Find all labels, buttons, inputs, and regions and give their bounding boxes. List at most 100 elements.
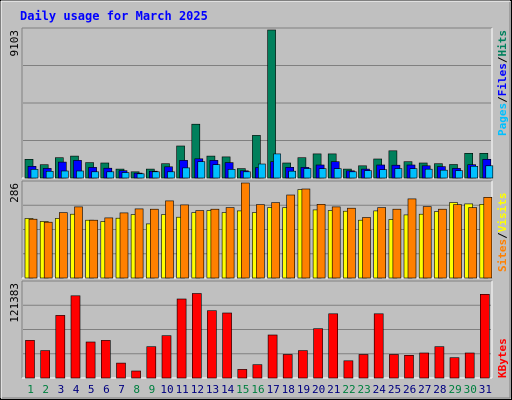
x-tick-label-day-19: 19 [297, 383, 310, 396]
panel-visits-sites: 286 Sites/Visits [8, 180, 509, 279]
bar-sites-day-21 [331, 206, 341, 279]
bar-pages-day-15 [243, 171, 251, 179]
bar-kbytes-day-20 [313, 328, 323, 379]
bar-sites-day-28 [438, 208, 447, 279]
bar-kbytes-day-6 [101, 340, 111, 379]
bar-kbytes-day-23 [358, 354, 369, 379]
bar-kbytes-day-2 [40, 350, 51, 379]
x-tick-label-day-3: 3 [58, 383, 65, 396]
y-max-label: 9103 [8, 30, 21, 57]
bar-kbytes-day-1 [25, 340, 35, 379]
legend-entry: Sites [496, 239, 509, 272]
bar-pages-day-21 [333, 168, 342, 179]
bar-sites-day-27 [422, 206, 432, 279]
x-tick-label-day-18: 18 [282, 383, 295, 396]
legend-entry: Visits [496, 193, 509, 233]
legend-label: KBytes [496, 338, 509, 378]
bar-sites-day-5 [89, 219, 98, 279]
x-tick-label-day-17: 17 [267, 383, 280, 396]
x-tick-label-day-16: 16 [251, 383, 264, 396]
bar-kbytes-day-15 [237, 369, 248, 379]
bar-kbytes-day-17 [267, 334, 278, 379]
x-tick-label-day-2: 2 [42, 383, 49, 396]
x-axis-labels: 1 2 3 4 5 6 7 8 9 10 11 12 13 14 15 16 17 18 19 20 21 22 23 24 2… [27, 383, 492, 396]
x-tick-label-day-10: 10 [160, 383, 173, 396]
panel-hits-files-pages: 9103 Pages/Files/Hits [8, 27, 509, 179]
bar-pages-day-3 [60, 170, 69, 179]
bar-sites-day-20 [316, 204, 326, 279]
bar-sites-day-9 [150, 208, 159, 279]
x-tick-label-day-11: 11 [176, 383, 189, 396]
legend-entry: / [496, 232, 509, 239]
bar-kbytes-day-3 [55, 315, 66, 379]
x-tick-label-day-27: 27 [418, 383, 431, 396]
x-tick-label-day-12: 12 [191, 383, 204, 396]
chart-panels: 9103 Pages/Files/Hits 286Sites/Visits12138… [8, 27, 509, 379]
bar-kbytes-day-21 [328, 313, 339, 379]
bar-sites-day-29 [453, 204, 462, 279]
bar-pages-day-9 [152, 171, 160, 179]
bar-kbytes-day-19 [298, 350, 308, 379]
x-tick-label-day-24: 24 [373, 383, 387, 396]
bar-pages-day-11 [182, 167, 190, 179]
bar-kbytes-day-18 [282, 354, 293, 379]
x-tick-label-day-13: 13 [206, 383, 219, 396]
x-tick-label-day-30: 30 [464, 383, 477, 396]
x-tick-label-day-14: 14 [221, 383, 235, 396]
x-tick-label-day-9: 9 [149, 383, 156, 396]
legend-entry: KBytes [496, 338, 509, 378]
bar-sites-day-10 [165, 200, 174, 279]
bar-kbytes-day-14 [222, 312, 232, 379]
bar-sites-day-2 [43, 221, 53, 279]
bar-pages-day-7 [121, 172, 130, 179]
bar-pages-day-26 [409, 168, 418, 179]
bar-pages-day-17 [273, 153, 281, 179]
bar-sites-day-4 [74, 206, 83, 279]
bar-pages-day-1 [30, 169, 39, 179]
x-tick-label-day-8: 8 [133, 383, 140, 396]
bar-pages-day-30 [470, 166, 479, 179]
bar-pages-day-4 [76, 170, 84, 179]
bar-pages-day-22 [349, 171, 357, 179]
bar-sites-day-23 [362, 217, 371, 279]
bar-sites-day-31 [483, 197, 493, 279]
bar-pages-day-29 [455, 170, 463, 179]
x-tick-label-day-25: 25 [388, 383, 401, 396]
bar-kbytes-day-7 [116, 362, 126, 379]
bar-pages-day-6 [106, 171, 115, 179]
bar-sites-day-13 [210, 208, 220, 279]
bar-kbytes-day-16 [252, 364, 263, 379]
bar-kbytes-day-12 [192, 293, 202, 379]
x-tick-label-day-7: 7 [118, 383, 125, 396]
x-tick-label-day-26: 26 [403, 383, 416, 396]
bar-sites-day-25 [392, 208, 402, 279]
bar-kbytes-day-5 [85, 341, 96, 379]
bar-kbytes-day-28 [434, 346, 445, 379]
legend-label: Pages/Files/Hits [496, 30, 509, 136]
bar-kbytes-day-11 [176, 298, 187, 379]
bar-kbytes-day-31 [479, 293, 490, 379]
bar-pages-day-14 [227, 169, 236, 179]
bar-sites-day-16 [256, 204, 265, 279]
bar-pages-day-23 [364, 170, 372, 179]
bar-pages-day-8 [136, 173, 145, 179]
bar-sites-day-6 [104, 217, 114, 279]
x-tick-label-day-20: 20 [312, 383, 325, 396]
bar-sites-day-26 [407, 198, 417, 279]
bar-sites-day-14 [225, 207, 235, 279]
bar-kbytes-day-25 [389, 354, 399, 379]
bar-sites-day-17 [271, 202, 280, 279]
bar-sites-day-15 [241, 182, 250, 279]
bar-kbytes-day-22 [343, 360, 354, 379]
panel-kbytes: 121383 KBytes [8, 280, 509, 379]
bar-kbytes-day-24 [373, 313, 384, 379]
legend-entry: Files [496, 63, 509, 96]
bar-sites-day-18 [286, 194, 296, 279]
bar-kbytes-day-10 [161, 335, 172, 379]
bar-kbytes-day-26 [404, 354, 414, 379]
bar-kbytes-day-30 [464, 352, 475, 379]
bar-pages-day-18 [288, 170, 297, 179]
bar-pages-day-24 [379, 169, 388, 179]
bar-pages-day-5 [91, 171, 99, 179]
